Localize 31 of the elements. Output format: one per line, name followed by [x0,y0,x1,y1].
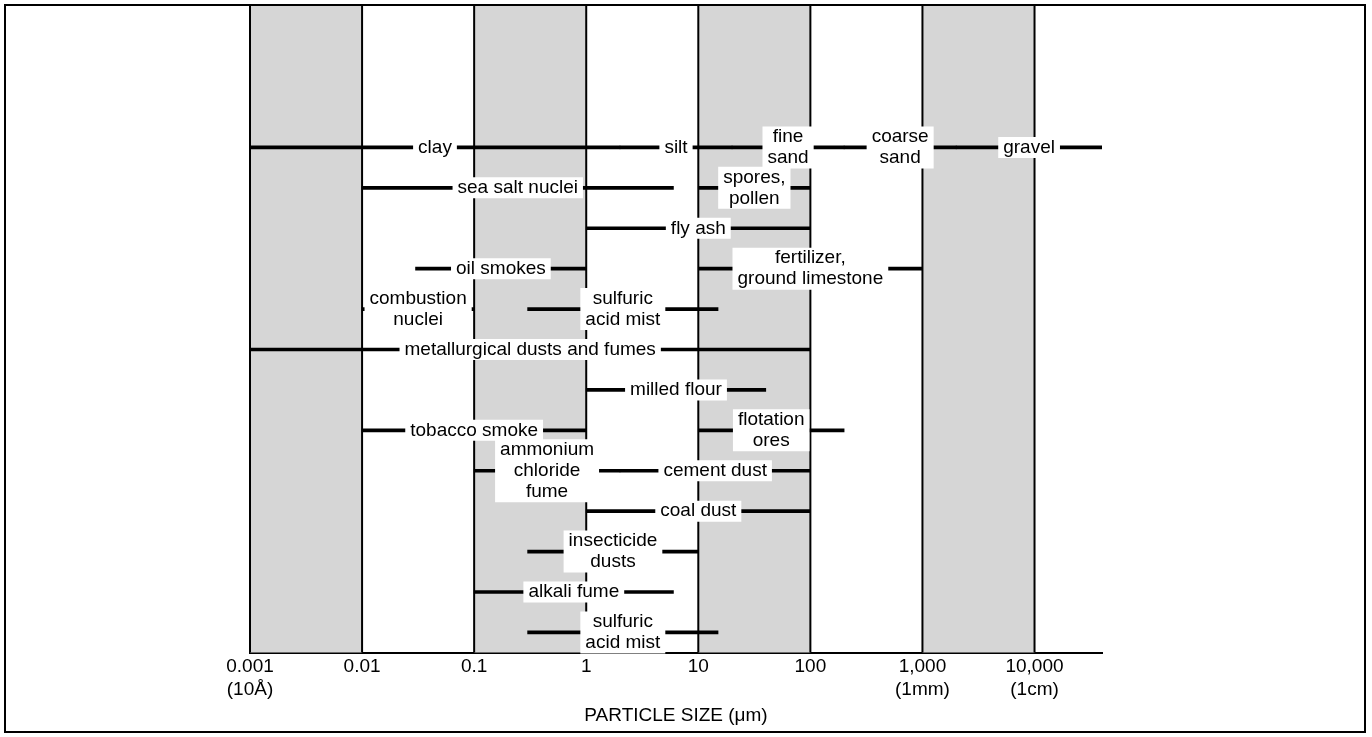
data-label: coarse sand [871,125,929,168]
data-label: flotation ores [737,408,805,451]
data-label: oil smokes [456,256,546,278]
x-tick-label: 0.1 [460,655,488,677]
data-label: fly ash [670,216,726,238]
data-label: fine sand [767,125,809,168]
x-tick-label: 10 [687,655,709,677]
x-tick-label: 0.001 (10Å) [226,655,274,700]
data-label: combustion nuclei [369,286,467,329]
x-tick-label: 1 [580,655,592,677]
data-label: silt [664,135,689,157]
data-label: tobacco smoke [410,418,539,440]
data-label: sea salt nuclei [457,176,578,198]
data-label: fertilizer, ground limestone [737,246,884,289]
data-label: sulfuric acid mist [585,610,662,653]
data-label: sulfuric acid mist [585,286,662,329]
data-label: gravel [1003,135,1055,157]
data-label: milled flour [630,378,723,400]
x-tick-label: 10,000 (1cm) [1005,655,1064,700]
x-tick-label: 0.01 [343,655,381,677]
data-label: metallurgical dusts and fumes [404,337,656,359]
data-label: ammonium chloride fume [500,437,595,501]
data-label: coal dust [660,499,738,521]
x-axis-title: PARTICLE SIZE (μm) [584,703,768,725]
x-tick-label: 1,000 (1mm) [895,655,950,700]
data-label: alkali fume [528,580,620,602]
data-label: clay [418,135,453,157]
data-label: cement dust [663,458,768,480]
data-label: insecticide dusts [568,529,658,572]
data-label: spores, pollen [723,165,786,208]
x-tick-label: 100 [794,655,827,677]
